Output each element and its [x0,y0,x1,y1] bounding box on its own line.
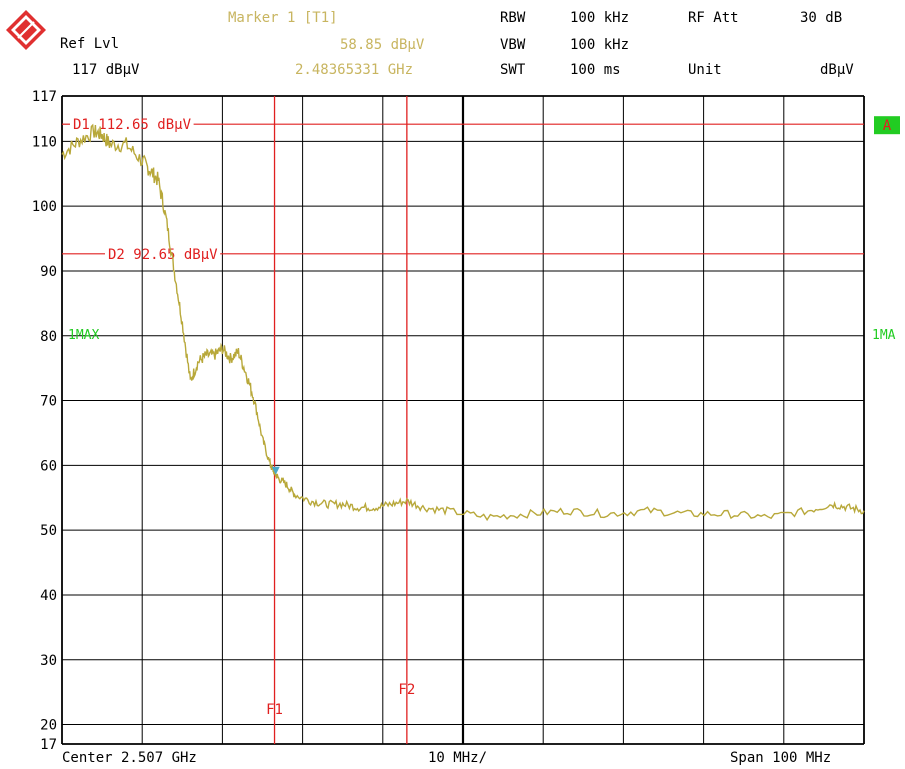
frequency-line-label: F2 [398,682,415,698]
display-line-label: D2 92.65 dBµV [108,247,218,263]
y-tick-label: 50 [40,523,57,539]
center-frequency: Center 2.507 GHz [62,750,197,766]
trace-badge-box [874,116,900,135]
trace-line [61,123,865,522]
y-tick-label: 30 [40,653,57,669]
rbw-value: 100 kHz [570,10,630,26]
span: Span 100 MHz [730,750,832,766]
y-axis-labels: 117 110 100 90 80 70 60 50 40 30 20 17 [32,89,57,753]
marker-title: Marker 1 [T1] [228,10,338,26]
trace-mode-label-right: 1MA [872,328,896,343]
ref-lvl-label: Ref Lvl [60,36,120,52]
trace-group [61,123,865,522]
unit-value: dBµV [820,62,854,78]
vbw-label: VBW [500,37,526,53]
grid [61,95,865,745]
reference-lines: D1 112.65 dBµV D2 92.65 dBµV F1 F2 [62,96,864,744]
y-tick-label: 70 [40,394,57,410]
ref-lvl-value: 117 dBµV [72,62,140,78]
trace-badge-label: A [883,118,892,134]
y-tick-label: 20 [40,718,57,734]
marker-frequency: 2.48365331 GHz [295,62,414,78]
y-tick-label: 117 [32,89,57,105]
marker-level: 58.85 dBµV [340,37,425,53]
rbw-label: RBW [500,10,526,26]
marker-1-icon [271,466,280,475]
frequency-line-label: F1 [266,702,283,718]
span-per-division: 10 MHz/ [428,750,488,766]
swt-value: 100 ms [570,62,621,78]
y-tick-label: 100 [32,199,57,215]
y-tick-label: 40 [40,588,57,604]
chart-annotations: 1MAX 1MA A [68,116,900,475]
rohde-schwarz-logo-icon [6,10,46,50]
y-tick-label: 60 [40,458,57,474]
y-tick-label: 17 [40,737,57,753]
y-tick-label: 80 [40,329,57,345]
display-line-label: D1 112.65 dBµV [73,117,192,133]
unit-label: Unit [688,62,722,78]
trace-mode-label: 1MAX [68,328,99,343]
rf-att-value: 30 dB [800,10,843,26]
swt-label: SWT [500,62,526,78]
rf-att-label: RF Att [688,10,739,26]
y-tick-label: 110 [32,134,57,150]
y-tick-label: 90 [40,264,57,280]
vbw-value: 100 kHz [570,37,630,53]
